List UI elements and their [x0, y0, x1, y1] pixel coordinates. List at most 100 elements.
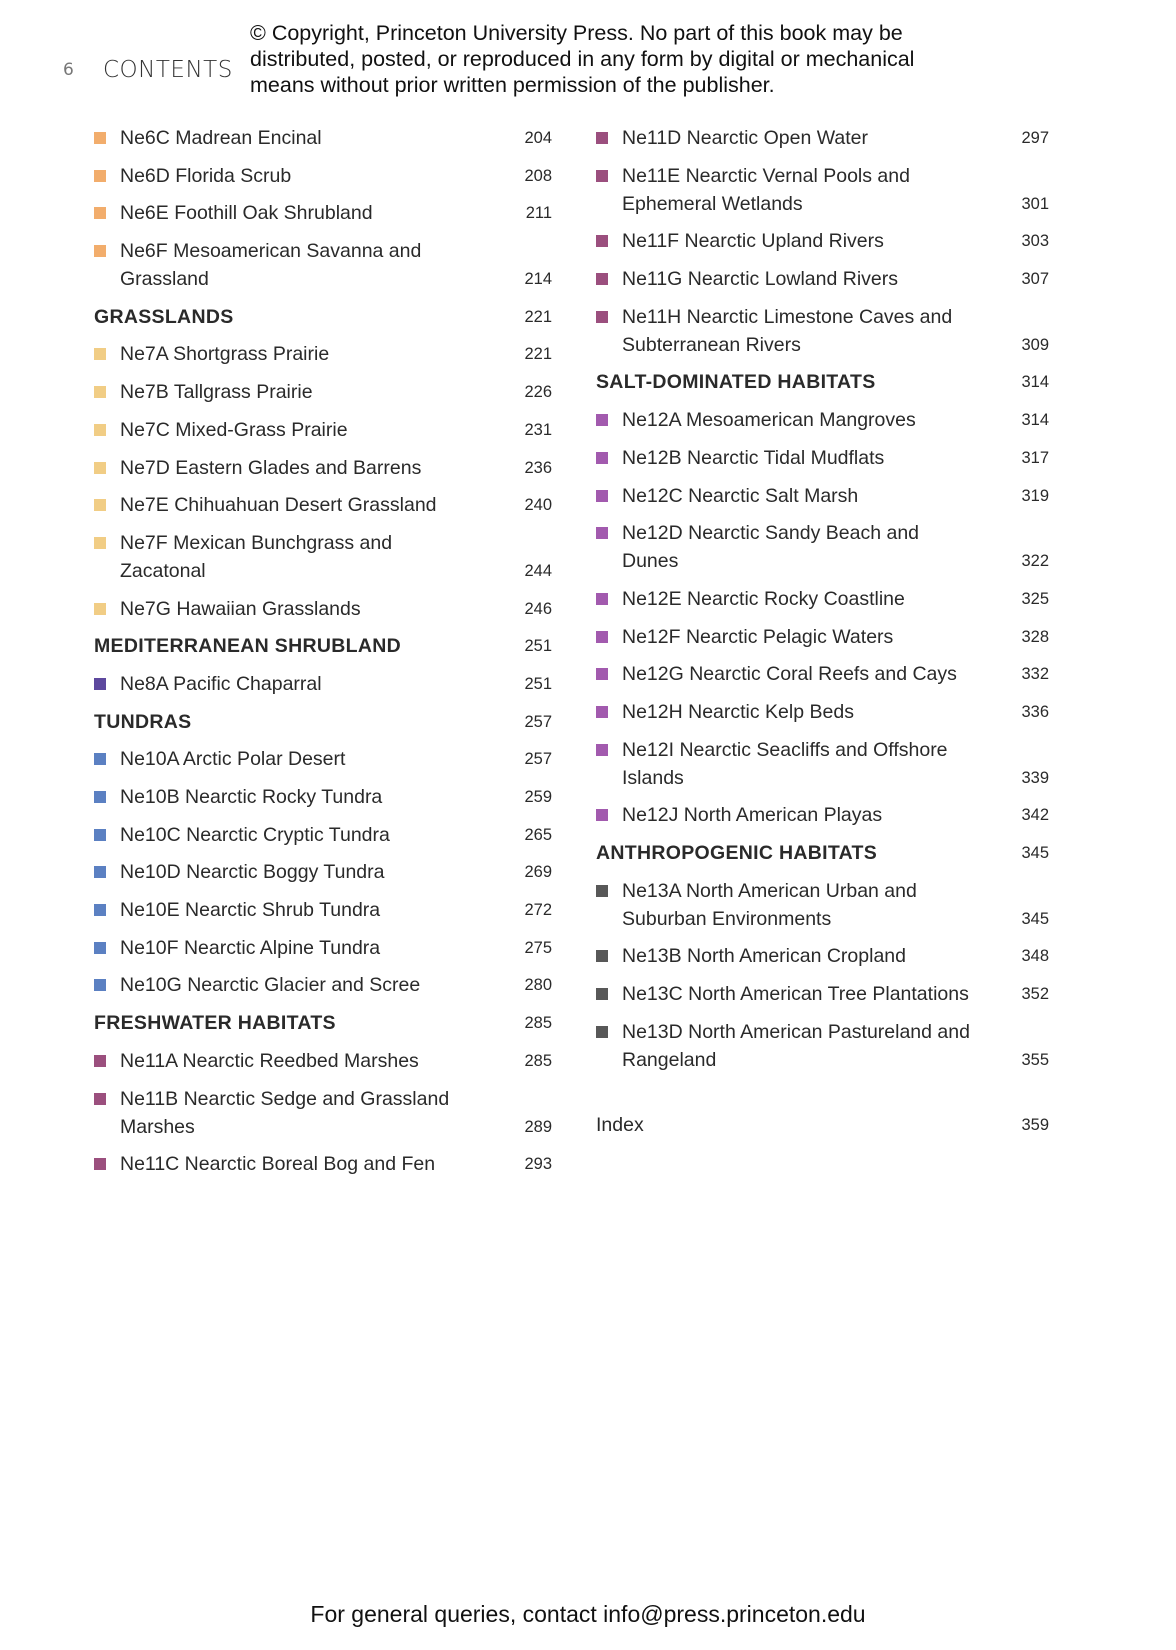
toc-entry[interactable]: Ne12D Nearctic Sandy Beach and Dunes 322	[596, 519, 1049, 575]
color-square-icon	[94, 677, 106, 690]
toc-page-number: 352	[1021, 985, 1049, 1004]
toc-page-number: 285	[524, 1051, 552, 1070]
color-square-icon	[94, 904, 106, 917]
toc-entry[interactable]: Ne11B Nearctic Sedge and Grassland Marsh…	[94, 1085, 552, 1141]
toc-entry[interactable]: Ne7C Mixed-Grass Prairie 231	[94, 416, 552, 444]
toc-entry[interactable]: Ne11H Nearctic Limestone Caves and Subte…	[596, 303, 1049, 359]
toc-entry[interactable]: Ne12C Nearctic Salt Marsh 319	[596, 482, 1049, 510]
toc-entry[interactable]: Ne10D Nearctic Boggy Tundra 269	[94, 858, 552, 886]
toc-page-number: 240	[524, 496, 552, 515]
toc-entry[interactable]: Ne10E Nearctic Shrub Tundra 272	[94, 896, 552, 924]
toc-entry-title: Ne12G Nearctic Coral Reefs and Cays	[622, 663, 957, 686]
toc-entry[interactable]: Ne10G Nearctic Glacier and Scree 280	[94, 971, 552, 999]
toc-entry[interactable]: Ne11F Nearctic Upland Rivers 303	[596, 227, 1049, 255]
color-square-icon	[596, 668, 608, 681]
toc-entry[interactable]: Ne12E Nearctic Rocky Coastline 325	[596, 585, 1049, 613]
toc-page-number: 204	[524, 129, 552, 147]
toc-entry[interactable]: Ne10F Nearctic Alpine Tundra 275	[94, 934, 552, 962]
color-square-icon	[94, 1054, 106, 1067]
toc-page-number: 307	[1021, 270, 1049, 289]
copyright-line: distributed, posted, or reproduced in an…	[250, 47, 915, 71]
toc-section-heading[interactable]: ANTHROPOGENIC HABITATS 345	[596, 839, 1049, 867]
toc-section-heading[interactable]: TUNDRAS 257	[94, 708, 552, 736]
toc-entry[interactable]: Ne12A Mesoamerican Mangroves 314	[596, 406, 1049, 434]
toc-entry[interactable]: Ne6D Florida Scrub 208	[94, 162, 552, 190]
toc-entry[interactable]: Ne11D Nearctic Open Water 297	[596, 124, 1049, 152]
toc-entry-title: Ne7G Hawaiian Grasslands	[120, 597, 361, 620]
toc-page-number: 289	[524, 1117, 552, 1136]
toc-entry[interactable]: Ne6E Foothill Oak Shrubland 211	[94, 199, 552, 227]
toc-entry[interactable]: Ne11C Nearctic Boreal Bog and Fen 293	[94, 1150, 552, 1178]
toc-entry-title: TUNDRAS	[94, 710, 192, 733]
toc-page-number: 211	[525, 204, 552, 223]
toc-entry[interactable]: Index 359	[596, 1111, 1049, 1139]
toc-entry[interactable]: Ne7G Hawaiian Grasslands 246	[94, 595, 552, 623]
toc-page-number: 339	[1021, 768, 1049, 787]
toc-section-heading[interactable]: GRASSLANDS 221	[94, 303, 552, 331]
toc-page-number: 259	[524, 788, 552, 806]
toc-entry[interactable]: Ne7A Shortgrass Prairie 221	[94, 340, 552, 368]
toc-entry-title: Ne8A Pacific Chaparral	[120, 672, 322, 695]
toc-entry[interactable]: Ne12H Nearctic Kelp Beds 336	[596, 698, 1049, 726]
toc-entry[interactable]: Ne7F Mexican Bunchgrass and Zacatonal 244	[94, 529, 552, 585]
toc-entry-title: Ne10G Nearctic Glacier and Scree	[120, 974, 421, 997]
toc-entry[interactable]: Ne7B Tallgrass Prairie 226	[94, 378, 552, 406]
toc-entry[interactable]: Ne12G Nearctic Coral Reefs and Cays 332	[596, 660, 1049, 688]
toc-page-number: 317	[1021, 448, 1049, 467]
toc-page-number: 257	[524, 712, 552, 731]
color-square-icon	[596, 527, 608, 540]
color-square-icon	[596, 235, 608, 248]
toc-entry[interactable]: Ne12F Nearctic Pelagic Waters 328	[596, 623, 1049, 651]
toc-entry[interactable]: Ne13A North American Urban and Suburban …	[596, 877, 1049, 933]
toc-page-number: 303	[1021, 232, 1049, 251]
toc-entry-title: Ne11A Nearctic Reedbed Marshes	[120, 1049, 419, 1072]
toc-entry[interactable]: Ne12I Nearctic Seacliffs and Offshore Is…	[596, 736, 1049, 792]
toc-entry[interactable]: Ne11A Nearctic Reedbed Marshes 285	[94, 1047, 552, 1075]
toc-page-number: 325	[1021, 589, 1049, 608]
color-square-icon	[94, 866, 106, 879]
toc-page-number: 359	[1021, 1115, 1049, 1134]
toc-entry[interactable]: Ne7E Chihuahuan Desert Grassland 240	[94, 491, 552, 519]
color-square-icon	[94, 245, 106, 258]
toc-entry-title: GRASSLANDS	[94, 305, 234, 328]
toc-entry-title: Ne12E Nearctic Rocky Coastline	[622, 587, 905, 610]
toc-section-heading[interactable]: MEDITERRANEAN SHRUBLAND 251	[94, 632, 552, 660]
toc-entry[interactable]: Ne13B North American Cropland 348	[596, 942, 1049, 970]
toc-page-number: 345	[1021, 844, 1049, 862]
toc-page-number: 244	[524, 561, 552, 580]
toc-entry[interactable]: Ne11E Nearctic Vernal Pools and Ephemera…	[596, 162, 1049, 218]
toc-page-number: 231	[524, 420, 552, 439]
toc-entry[interactable]: Ne6C Madrean Encinal 204	[94, 124, 552, 152]
toc-entry[interactable]: Ne10C Nearctic Cryptic Tundra 265	[94, 821, 552, 849]
toc-entry[interactable]: Ne6F Mesoamerican Savanna and Grassland 2…	[94, 237, 552, 293]
toc-page-number: 322	[1021, 552, 1049, 571]
toc-entry[interactable]: Ne10A Arctic Polar Desert 257	[94, 745, 552, 773]
toc-entry[interactable]: Ne10B Nearctic Rocky Tundra 259	[94, 783, 552, 811]
toc-page-number: 348	[1021, 947, 1049, 966]
toc-entry-title: Ne12H Nearctic Kelp Beds	[622, 700, 854, 723]
contents-right-column: Ne11D Nearctic Open Water 297 Ne11E Nearct…	[596, 124, 1049, 1148]
toc-section-heading[interactable]: FRESHWATER HABITATS 285	[94, 1009, 552, 1037]
toc-entry[interactable]: Ne12B Nearctic Tidal Mudflats 317	[596, 444, 1049, 472]
color-square-icon	[94, 791, 106, 803]
color-square-icon	[94, 828, 106, 841]
toc-page-number: 221	[524, 345, 552, 364]
color-square-icon	[596, 1025, 608, 1038]
toc-entry-title: Ne10F Nearctic Alpine Tundra	[120, 936, 381, 959]
toc-section-heading[interactable]: SALT-DOMINATED HABITATS 314	[596, 368, 1049, 396]
color-square-icon	[596, 132, 608, 144]
toc-entry-title: Ne10D Nearctic Boggy Tundra	[120, 861, 385, 884]
toc-entry[interactable]: Ne8A Pacific Chaparral 251	[94, 670, 552, 698]
toc-entry[interactable]: Ne12J North American Playas 342	[596, 801, 1049, 829]
color-square-icon	[596, 988, 608, 1001]
toc-page-number: 236	[524, 458, 552, 477]
toc-entry-title: Ne10B Nearctic Rocky Tundra	[120, 786, 383, 808]
toc-entry-title: Ne12J North American Playas	[622, 804, 883, 827]
toc-entry[interactable]: Ne13D North American Pastureland and Ran…	[596, 1018, 1049, 1074]
toc-entry[interactable]: Ne11G Nearctic Lowland Rivers 307	[596, 265, 1049, 293]
toc-entry[interactable]: Ne7D Eastern Glades and Barrens 236	[94, 454, 552, 482]
toc-entry-title: Ne13D North American Pastureland and Ran…	[622, 1020, 970, 1071]
toc-page-number: 314	[1021, 373, 1049, 392]
toc-entry[interactable]: Ne13C North American Tree Plantations 352	[596, 980, 1049, 1008]
toc-entry-title: Ne12I Nearctic Seacliffs and Offshore Is…	[622, 738, 948, 789]
